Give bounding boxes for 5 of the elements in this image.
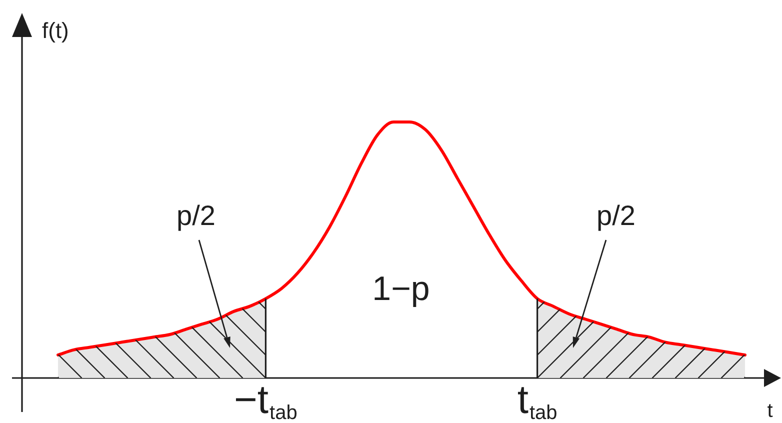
y-axis-title: f(t) [42, 18, 69, 43]
annotation: 1−p [372, 270, 430, 308]
x-axis-title: t [767, 400, 774, 422]
annotation: p/2 [176, 200, 216, 231]
annotation: p/2 [596, 200, 636, 231]
